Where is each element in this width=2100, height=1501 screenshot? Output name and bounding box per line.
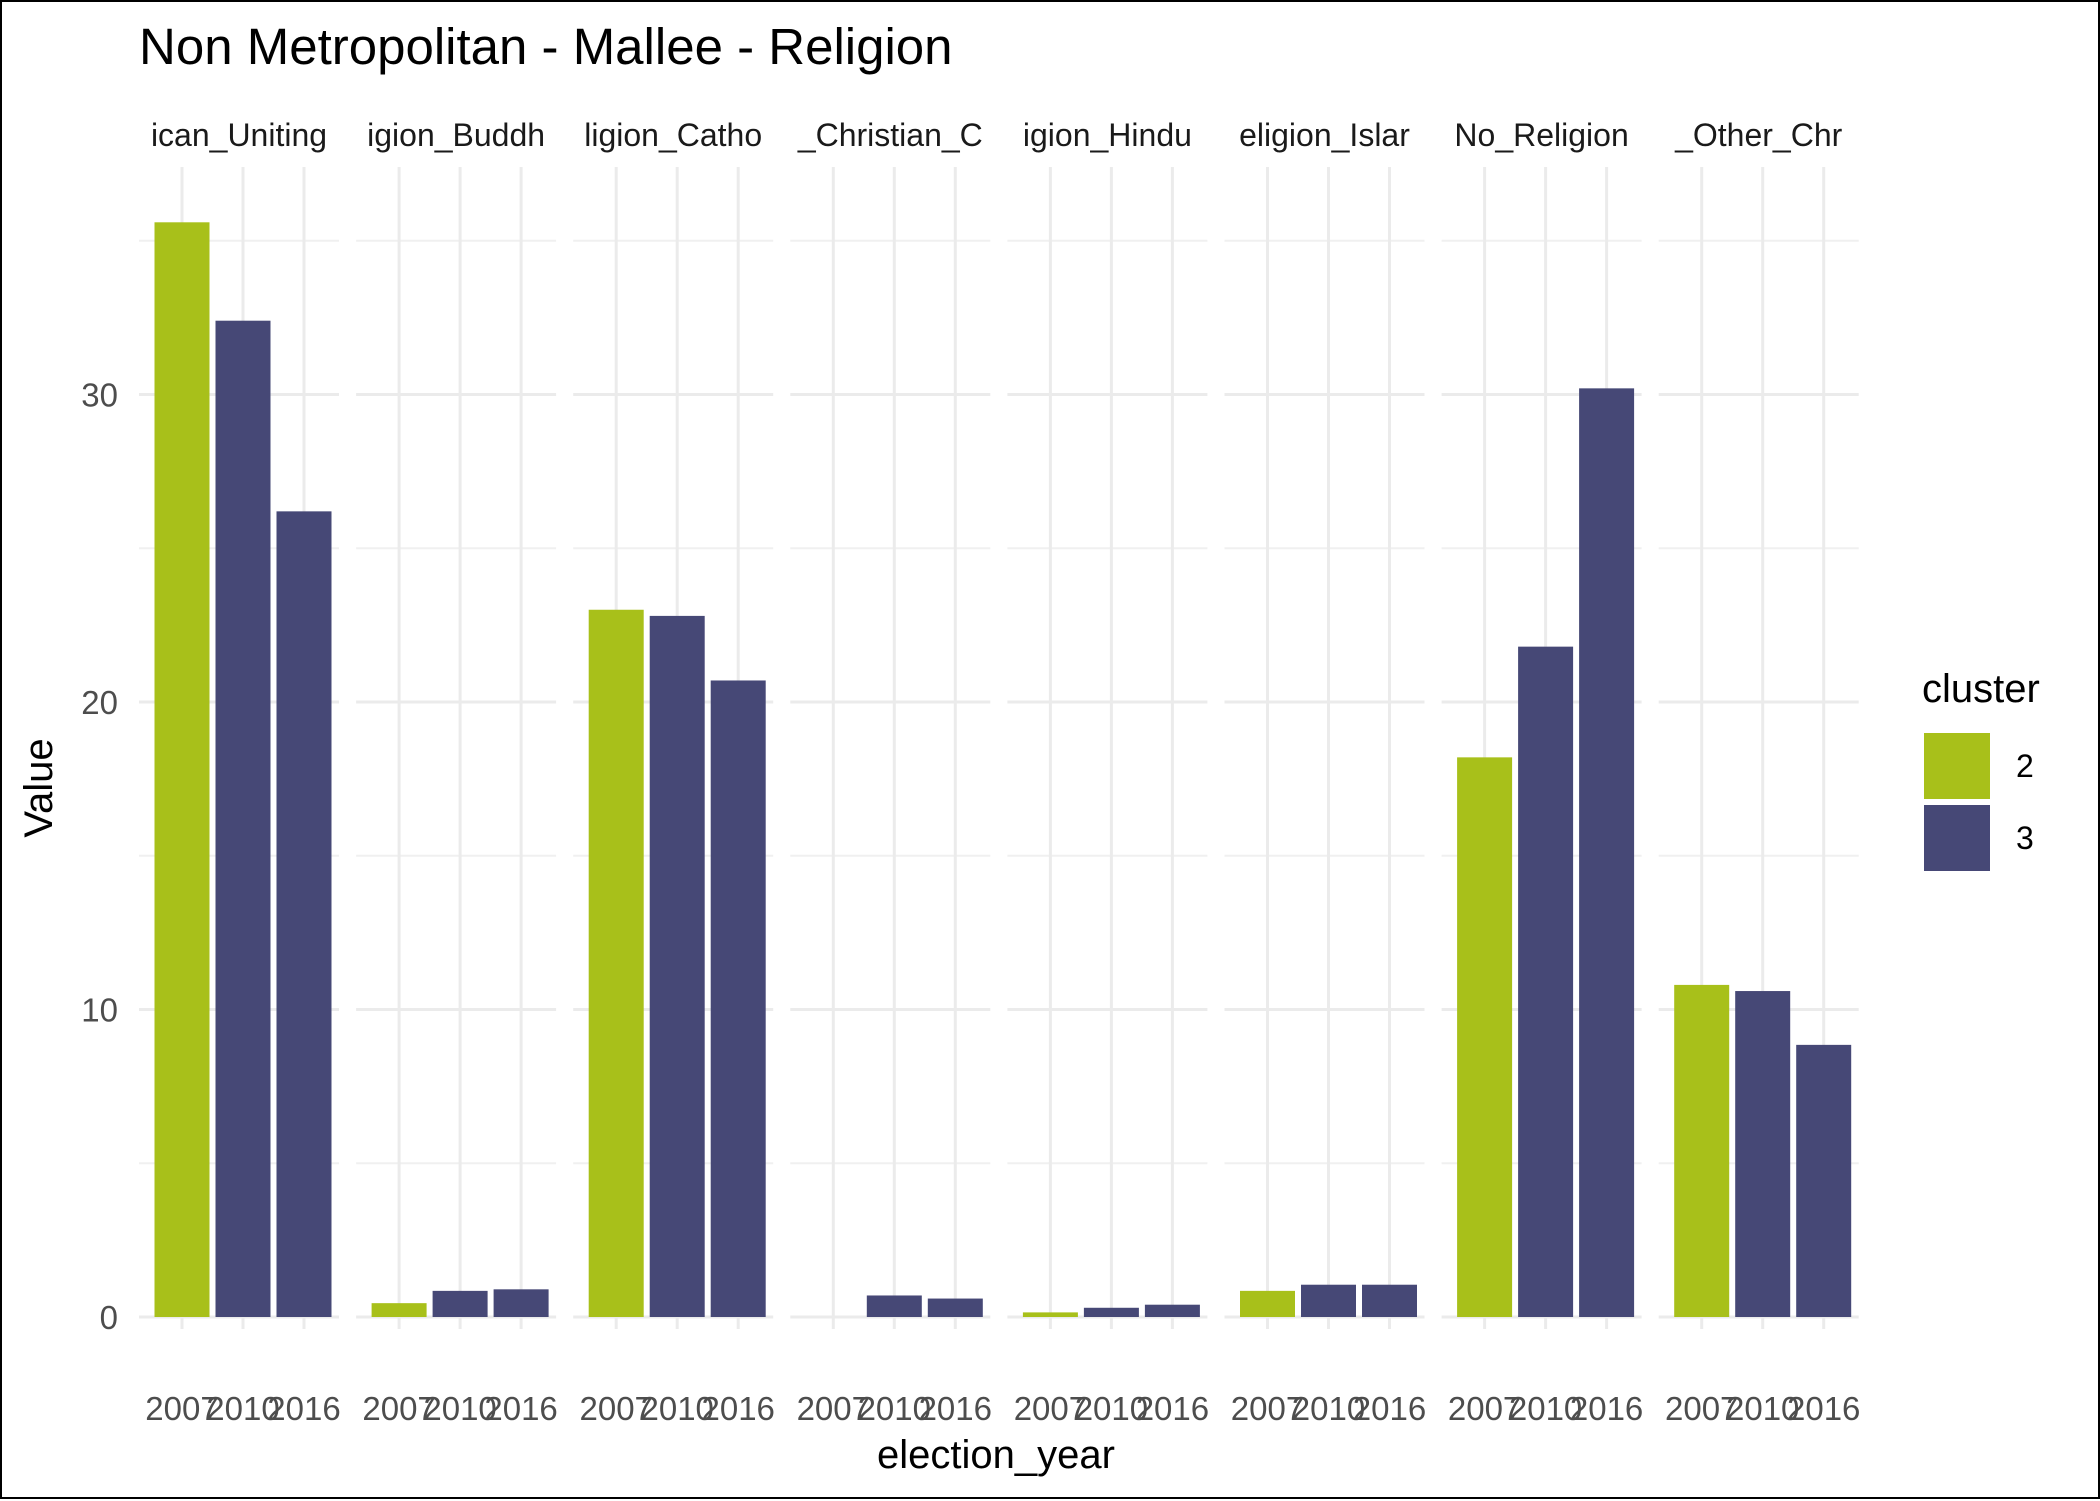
x-tick-label: 2016 (484, 1390, 557, 1427)
x-tick-label: 2010 (1292, 1390, 1365, 1427)
x-tick-label: 2007 (1665, 1390, 1738, 1427)
legend-swatch-2 (1924, 733, 1990, 799)
x-tick-label: 2016 (919, 1390, 992, 1427)
x-tick-label: 2010 (858, 1390, 931, 1427)
x-tick-label: 2016 (267, 1390, 340, 1427)
x-tick-label: 2010 (1726, 1390, 1799, 1427)
bar-2016 (276, 511, 332, 1318)
x-tick-label: 2016 (701, 1390, 774, 1427)
y-axis-ticks: 0 10 20 30 (81, 377, 118, 1337)
bar-2007 (1022, 1312, 1078, 1317)
bar-2016 (1579, 388, 1635, 1318)
facet-strip-label: igion_Buddh (367, 117, 545, 153)
x-tick-label: 2010 (1509, 1390, 1582, 1427)
facet-strip-label: No_Religion (1454, 117, 1628, 153)
x-tick-label: 2010 (1075, 1390, 1148, 1427)
bar-2010 (866, 1295, 922, 1317)
bar-2016 (1796, 1044, 1852, 1317)
x-tick-label: 2016 (1787, 1390, 1860, 1427)
facet-panels: ican_Uniting200720102016igion_Buddh20072… (139, 117, 1860, 1427)
bar-2016 (493, 1289, 549, 1317)
bar-2010 (649, 615, 705, 1317)
x-tick-label: 2007 (1014, 1390, 1087, 1427)
x-tick-label: 2007 (1231, 1390, 1304, 1427)
bar-2007 (154, 222, 210, 1317)
y-axis-label: Value (17, 738, 61, 837)
bar-2007 (1457, 757, 1513, 1317)
y-tick-label: 20 (81, 684, 118, 721)
bar-2007 (1674, 984, 1730, 1317)
bar-2010 (1301, 1284, 1356, 1317)
x-tick-label: 2010 (206, 1390, 279, 1427)
bar-2010 (1083, 1307, 1139, 1317)
bar-2016 (710, 680, 766, 1317)
legend-swatch-3 (1924, 805, 1990, 871)
x-tick-label: 2007 (579, 1390, 652, 1427)
facet-strip-label: eligion_Islar (1239, 117, 1410, 153)
x-tick-label: 2010 (640, 1390, 713, 1427)
bar-2010 (432, 1290, 488, 1317)
bar-2007 (588, 609, 644, 1317)
x-tick-label: 2007 (797, 1390, 870, 1427)
legend-title: cluster (1922, 667, 2040, 711)
facet-strip-label: _Christian_C (797, 117, 983, 153)
y-tick-label: 0 (100, 1299, 118, 1336)
bar-2007 (371, 1303, 427, 1317)
facet-strip-label: igion_Hindu (1023, 117, 1192, 153)
bar-2016 (1144, 1304, 1200, 1317)
bar-2016 (1362, 1284, 1417, 1317)
bar-2010 (215, 320, 271, 1317)
bar-2016 (927, 1298, 983, 1317)
facet-strip-label: _Other_Chr (1674, 117, 1843, 153)
x-tick-label: 2007 (145, 1390, 218, 1427)
legend: cluster 2 3 (1922, 667, 2040, 871)
y-tick-label: 10 (81, 992, 118, 1029)
bar-2010 (1735, 991, 1791, 1317)
x-tick-label: 2007 (362, 1390, 435, 1427)
legend-label-2: 2 (2016, 748, 2034, 784)
x-tick-label: 2016 (1570, 1390, 1643, 1427)
bar-2010 (1518, 646, 1574, 1317)
x-axis-label: election_year (877, 1433, 1115, 1477)
x-tick-label: 2007 (1448, 1390, 1521, 1427)
x-tick-label: 2016 (1353, 1390, 1426, 1427)
chart-title: Non Metropolitan - Mallee - Religion (139, 18, 953, 75)
legend-label-3: 3 (2016, 820, 2034, 856)
facet-strip-label: ican_Uniting (151, 117, 327, 153)
facet-strip-label: ligion_Catho (584, 117, 762, 153)
x-tick-label: 2016 (1136, 1390, 1209, 1427)
y-tick-label: 30 (81, 377, 118, 414)
bar-2007 (1240, 1290, 1295, 1317)
x-tick-label: 2010 (423, 1390, 496, 1427)
